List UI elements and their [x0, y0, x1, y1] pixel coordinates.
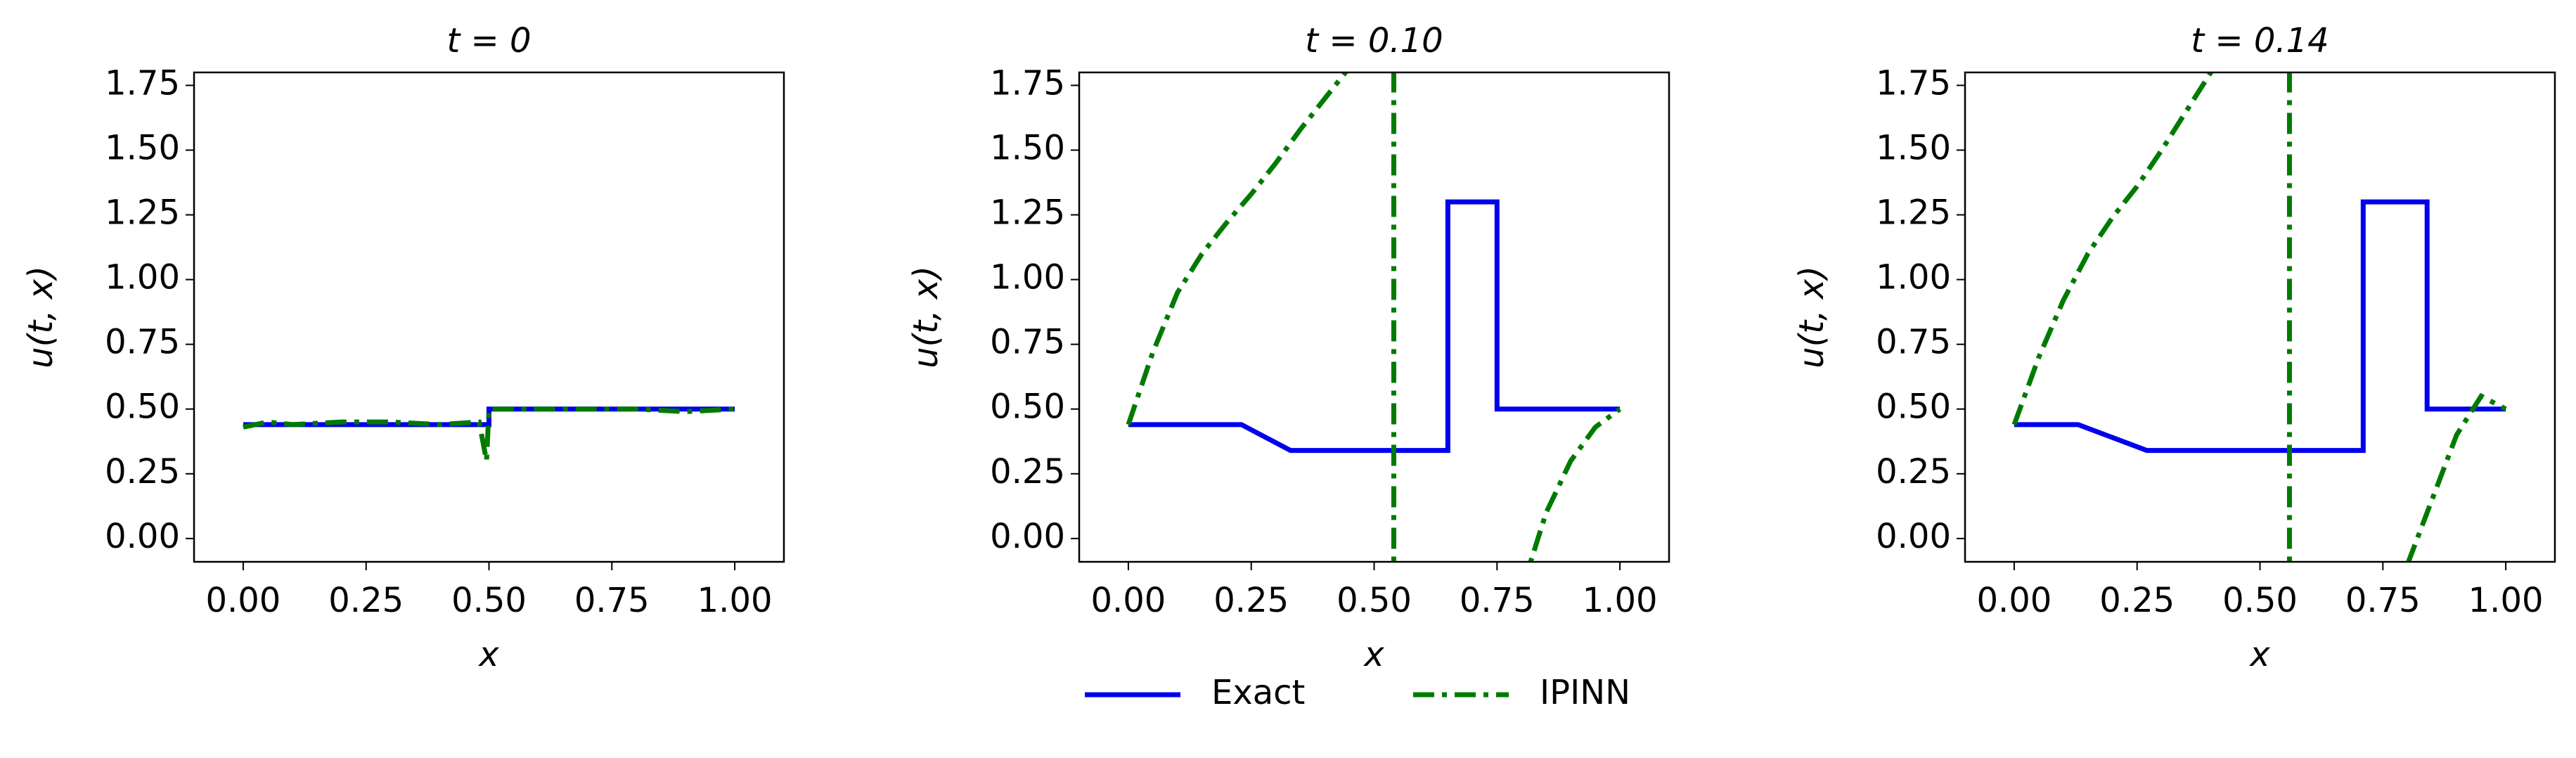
x-tick-label: 0.75	[574, 581, 650, 620]
y-axis-label: u(t, x)	[906, 266, 946, 368]
x-tick-label: 0.00	[205, 581, 281, 620]
y-tick-label: 0.75	[990, 323, 1065, 362]
axes-frame	[1078, 71, 1670, 563]
y-axis-label: u(t, x)	[1792, 266, 1831, 368]
y-axis-label: u(t, x)	[21, 266, 60, 368]
x-tick-label: 1.00	[697, 581, 773, 620]
legend-label: Exact	[1211, 673, 1305, 712]
series-line	[1126, 72, 1622, 562]
panel: t = 0.14 x u(t, x) 0.00 0.25 0.50 0.75 1.00 0.00…	[1792, 21, 2556, 674]
panel: t = 0 x u(t, x) 0.00 0.25 0.50 0.75 1.00 0.00 0.2…	[21, 21, 785, 674]
x-tick-label: 0.75	[1460, 581, 1535, 620]
x-axis-label: x	[2248, 635, 2270, 674]
axes-frame	[1964, 71, 2556, 563]
x-tick-label: 0.50	[1337, 581, 1412, 620]
x-tick-label: 1.00	[1583, 581, 1658, 620]
x-tick-label: 0.25	[1213, 581, 1289, 620]
x-axis-label: x	[477, 635, 499, 674]
x-tick-label: 0.25	[2099, 581, 2175, 620]
y-tick-label: 1.50	[990, 128, 1065, 167]
y-tick-label: 1.50	[1876, 128, 1951, 167]
y-tick-label: 1.00	[105, 258, 180, 297]
series-line	[243, 406, 735, 462]
panel-title: t = 0.14	[2191, 21, 2329, 60]
y-tick-label: 1.75	[1876, 63, 1951, 103]
series-line	[1128, 199, 1621, 454]
y-tick-label: 1.25	[105, 193, 180, 233]
x-tick-label: 0.00	[1976, 581, 2052, 620]
y-tick-label: 0.50	[1876, 387, 1951, 427]
y-tick-label: 0.25	[1876, 452, 1951, 492]
y-tick-label: 1.75	[105, 63, 180, 103]
y-tick-label: 1.25	[1876, 193, 1951, 233]
x-tick-label: 1.00	[2468, 581, 2544, 620]
y-tick-label: 1.50	[105, 128, 180, 167]
panel-title: t = 0	[446, 21, 531, 60]
x-tick-label: 0.75	[2345, 581, 2421, 620]
y-tick-label: 0.25	[105, 452, 180, 492]
panel: t = 0.10 x u(t, x) 0.00 0.25 0.50 0.75 1.00 0.00…	[906, 21, 1670, 674]
x-axis-label: x	[1363, 635, 1384, 674]
y-tick-label: 0.00	[990, 517, 1065, 556]
y-tick-label: 0.25	[990, 452, 1065, 492]
legend: Exact IPINN	[1085, 673, 1630, 712]
x-tick-label: 0.50	[451, 581, 527, 620]
y-tick-label: 0.50	[105, 387, 180, 427]
y-tick-label: 0.75	[105, 323, 180, 362]
y-tick-label: 1.25	[990, 193, 1065, 233]
y-tick-label: 1.75	[990, 63, 1065, 103]
x-tick-label: 0.50	[2222, 581, 2298, 620]
series-line	[2011, 72, 2507, 562]
y-tick-label: 0.00	[105, 517, 180, 556]
x-tick-label: 0.25	[328, 581, 404, 620]
y-tick-label: 0.75	[1876, 323, 1951, 362]
y-tick-label: 0.00	[1876, 517, 1951, 556]
series-line	[2014, 199, 2506, 454]
x-tick-label: 0.00	[1090, 581, 1166, 620]
y-tick-label: 1.00	[990, 258, 1065, 297]
axes-frame	[193, 71, 785, 563]
panel-title: t = 0.10	[1305, 21, 1443, 60]
legend-label: IPINN	[1540, 673, 1630, 712]
y-tick-label: 0.50	[990, 387, 1065, 427]
y-tick-label: 1.00	[1876, 258, 1951, 297]
